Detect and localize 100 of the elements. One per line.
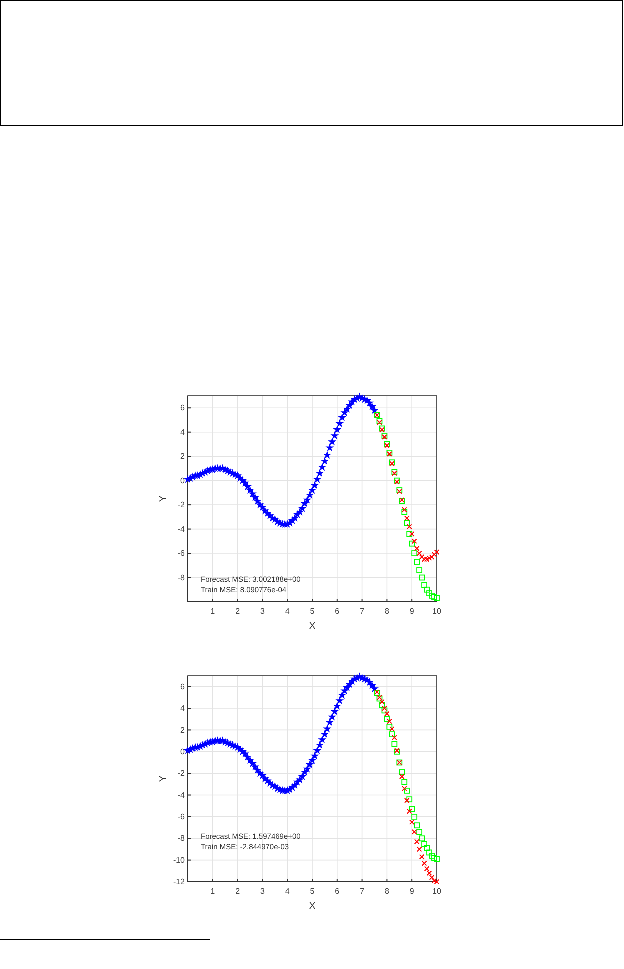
y-tick-label: 6 <box>180 682 186 692</box>
point <box>429 592 435 599</box>
point <box>392 741 398 748</box>
x-tick-label: 8 <box>384 606 390 616</box>
point <box>389 732 396 738</box>
point <box>386 718 392 724</box>
point <box>399 774 405 780</box>
point <box>380 699 385 705</box>
y-tick-label: -2 <box>178 769 186 778</box>
point <box>412 550 418 556</box>
point <box>426 590 432 596</box>
point <box>426 870 432 876</box>
y-tick-label: -8 <box>178 834 186 844</box>
x-tick-label: 7 <box>360 606 366 616</box>
point <box>384 716 390 722</box>
point <box>416 829 423 836</box>
point <box>409 540 416 547</box>
x-tick-label: 8 <box>384 886 390 896</box>
point <box>416 846 422 852</box>
x-tick-label: 2 <box>236 886 241 896</box>
x-axis-title: X <box>309 621 316 632</box>
y-tick-label: 0 <box>180 476 186 486</box>
point <box>426 850 432 856</box>
x-tick-label: 9 <box>410 606 415 616</box>
y-tick-label: -6 <box>178 812 186 822</box>
point <box>399 770 406 776</box>
point <box>414 546 420 552</box>
point <box>422 860 428 866</box>
point <box>424 586 430 593</box>
point <box>402 786 408 792</box>
x-tick-label: 5 <box>310 886 316 896</box>
point <box>429 853 435 859</box>
y-tick-label: -2 <box>178 500 186 510</box>
point <box>434 856 440 862</box>
point <box>432 552 438 558</box>
point <box>416 568 423 574</box>
x-tick-label: 1 <box>210 886 216 896</box>
point <box>432 855 438 862</box>
point <box>404 516 410 522</box>
point <box>422 841 428 848</box>
point <box>392 735 398 740</box>
y-tick-label: -8 <box>178 573 186 582</box>
point <box>409 820 415 826</box>
y-axis-title: Y <box>158 775 169 782</box>
point <box>389 726 395 732</box>
point <box>434 550 440 556</box>
x-tick-label: 9 <box>410 886 415 896</box>
point <box>382 706 388 712</box>
point <box>419 574 426 581</box>
y-tick-label: 4 <box>180 704 186 714</box>
point <box>414 559 420 565</box>
point <box>414 839 420 845</box>
point <box>402 507 408 513</box>
point <box>404 798 410 804</box>
y-tick-label: 4 <box>180 428 186 437</box>
point <box>406 531 413 538</box>
x-axis-title: X <box>309 901 316 912</box>
x-tick-label: 10 <box>432 606 442 616</box>
point <box>412 538 418 544</box>
point <box>404 520 410 526</box>
x-tick-label: 2 <box>236 606 241 616</box>
y-tick-label: 2 <box>180 726 186 735</box>
point <box>414 822 420 829</box>
y-tick-label: -10 <box>173 856 186 865</box>
point <box>432 594 438 600</box>
point <box>419 854 425 860</box>
y-tick-label: 6 <box>180 404 186 413</box>
x-tick-label: 1 <box>210 606 216 616</box>
point <box>434 595 440 602</box>
point <box>412 814 418 820</box>
point <box>424 845 430 852</box>
point <box>429 874 435 880</box>
y-tick-label: 2 <box>180 452 186 462</box>
point <box>402 779 408 786</box>
x-tick-label: 4 <box>285 606 290 616</box>
point <box>419 836 426 842</box>
point <box>406 524 412 530</box>
x-tick-label: 5 <box>310 606 316 616</box>
x-tick-label: 6 <box>335 606 340 616</box>
point <box>404 788 410 794</box>
x-tick-label: 10 <box>432 886 442 896</box>
x-tick-label: 7 <box>360 886 366 896</box>
x-tick-label: 4 <box>285 886 290 896</box>
x-tick-label: 3 <box>260 886 266 896</box>
y-tick-label: 0 <box>180 747 186 756</box>
x-tick-label: 3 <box>260 606 266 616</box>
x-tick-label: 6 <box>335 886 340 896</box>
point <box>406 796 413 803</box>
y-tick-label: -6 <box>178 549 186 558</box>
point <box>409 806 416 812</box>
y-tick-label: -12 <box>173 878 186 887</box>
point <box>412 829 418 835</box>
point <box>382 708 388 714</box>
point <box>422 582 428 588</box>
point <box>406 808 412 814</box>
point <box>416 550 422 556</box>
point <box>402 509 408 516</box>
point <box>409 531 415 537</box>
point <box>386 724 393 730</box>
point <box>424 866 430 872</box>
